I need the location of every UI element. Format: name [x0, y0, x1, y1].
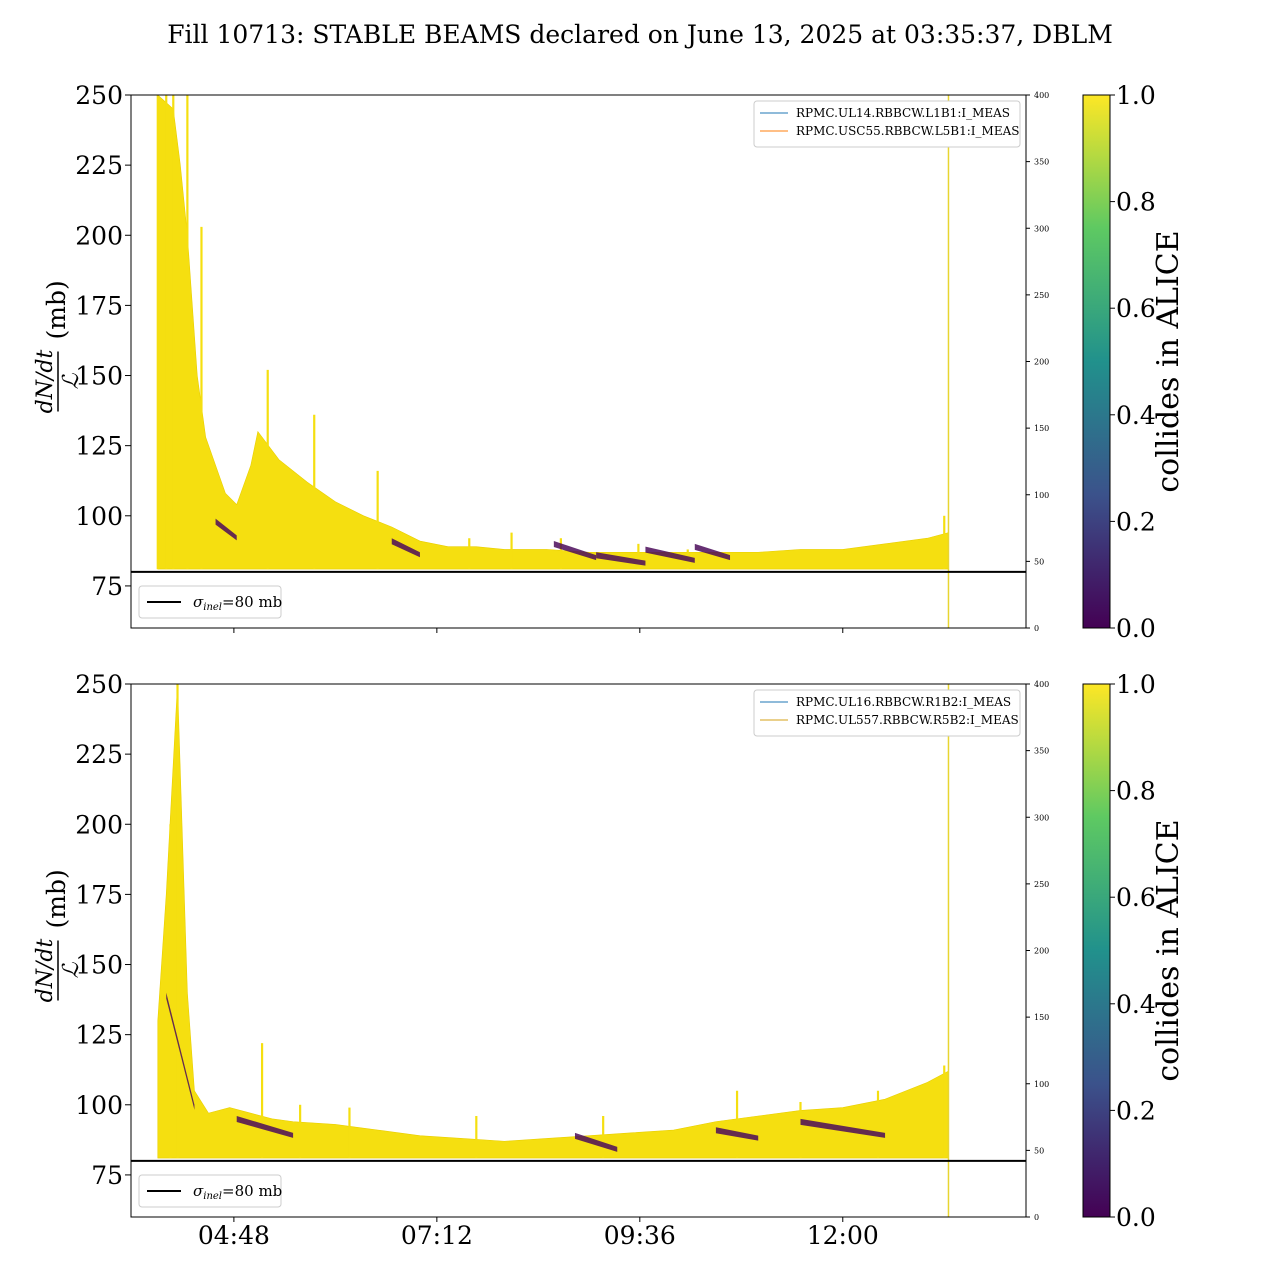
ylabel-denominator: ℒ: [59, 961, 84, 978]
colorbar: [1082, 94, 1111, 629]
colorbar-tick-label-4: 0.8: [1116, 188, 1156, 217]
dark-segment-0: [553, 541, 597, 561]
ytick-label-2: 125: [75, 432, 123, 461]
data-band: [157, 684, 949, 1159]
colorbar-tick-label-2: 0.4: [1116, 990, 1156, 1019]
y2tick-label-8: 400: [1034, 91, 1049, 100]
ytick-label-1: 100: [75, 502, 123, 531]
y2tick-label-5: 250: [1034, 291, 1049, 300]
colorbar-tick-label-3: 0.6: [1116, 883, 1156, 912]
colorbar-tick-label-2: 0.4: [1116, 401, 1156, 430]
reference-legend-label: σinel=80 mb: [193, 593, 282, 613]
dark-segment-3: [715, 1127, 759, 1141]
ylabel-unit: (mb): [42, 280, 71, 339]
y2tick-label-7: 350: [1034, 158, 1049, 167]
plot-area: [157, 684, 950, 1217]
ytick-label-5: 200: [75, 810, 123, 839]
data-band: [157, 95, 949, 570]
colorbar-tick-label-3: 0.6: [1116, 294, 1156, 323]
dark-segment-1: [236, 1116, 294, 1138]
y2tick-label-3: 150: [1034, 1013, 1049, 1022]
y-axis-label: dN/dt ℒ (mb): [33, 280, 84, 413]
ytick-label-7: 250: [75, 670, 123, 699]
dark-segment-0: [166, 992, 195, 1110]
dark-segment-2: [645, 546, 695, 563]
dark-segment-5: [391, 538, 420, 558]
plot-area: [156, 95, 950, 628]
xtick-label-2: 09:36: [604, 1221, 676, 1250]
dark-segment-1: [596, 552, 646, 566]
ytick-label-4: 175: [75, 880, 123, 909]
legend-label-1: RPMC.USC55.RBBCW.L5B1:I_MEAS: [796, 124, 1019, 138]
y2tick-label-0: 0: [1034, 1213, 1039, 1222]
y2tick-label-6: 300: [1034, 224, 1049, 233]
ytick-label-0: 75: [91, 572, 123, 601]
series-legend: [753, 689, 1021, 737]
xtick-label-0: 04:48: [198, 1221, 270, 1250]
dark-segment-4: [215, 518, 237, 541]
y2tick-label-4: 200: [1034, 947, 1049, 956]
colorbar-tick-label-5: 1.0: [1116, 670, 1156, 699]
colorbar-label: collides in ALICE: [1151, 819, 1186, 1081]
y2tick-label-1: 50: [1034, 557, 1044, 566]
y2tick-label-0: 0: [1034, 624, 1039, 633]
ylabel-denominator: ℒ: [59, 372, 84, 389]
y2tick-label-5: 250: [1034, 880, 1049, 889]
colorbar-tick-label-4: 0.8: [1116, 777, 1156, 806]
reference-legend-label: σinel=80 mb: [193, 1182, 282, 1202]
colorbar-tick-label-0: 0.0: [1116, 614, 1156, 643]
y2tick-label-1: 50: [1034, 1146, 1044, 1155]
top-panel: 75 100 125 150 175 200 225 250 0 50 100 150 200 250 30…: [33, 81, 1186, 643]
colorbar-tick-label-1: 0.2: [1116, 1096, 1156, 1125]
y2tick-label-6: 300: [1034, 813, 1049, 822]
ytick-label-4: 175: [75, 291, 123, 320]
y2tick-label-2: 100: [1034, 491, 1049, 500]
ytick-label-3: 150: [75, 362, 123, 391]
ylabel-unit: (mb): [42, 869, 71, 928]
ytick-label-6: 225: [75, 740, 123, 769]
legend-label-0: RPMC.UL16.RBBCW.R1B2:I_MEAS: [796, 695, 1011, 709]
colorbar: [1082, 683, 1111, 1218]
y2tick-label-4: 200: [1034, 358, 1049, 367]
ylabel-numerator: dN/dt: [33, 939, 58, 1003]
colorbar-tick-label-0: 0.0: [1116, 1203, 1156, 1232]
dark-segment-4: [800, 1118, 886, 1138]
dark-segment-2: [574, 1132, 618, 1152]
legend-label-1: RPMC.UL557.RBBCW.R5B2:I_MEAS: [796, 713, 1019, 727]
ytick-label-0: 75: [91, 1161, 123, 1190]
ytick-label-2: 125: [75, 1021, 123, 1050]
series-legend: [753, 100, 1021, 148]
xtick-label-1: 07:12: [401, 1221, 473, 1250]
legend-label-0: RPMC.UL14.RBBCW.L1B1:I_MEAS: [796, 106, 1010, 120]
ytick-label-1: 100: [75, 1091, 123, 1120]
reference-legend: [138, 585, 282, 619]
y2tick-label-8: 400: [1034, 680, 1049, 689]
ytick-label-6: 225: [75, 151, 123, 180]
ytick-label-3: 150: [75, 951, 123, 980]
colorbar-tick-label-5: 1.0: [1116, 81, 1156, 110]
xtick-label-3: 12:00: [807, 1221, 879, 1250]
dark-segment-3: [694, 543, 731, 561]
colorbar-tick-label-1: 0.2: [1116, 507, 1156, 536]
bottom-panel: 75 100 125 150 175 200 225 250 0 50 100 150 200 250 30…: [33, 670, 1186, 1250]
ytick-label-7: 250: [75, 81, 123, 110]
ylabel-numerator: dN/dt: [33, 350, 58, 414]
reference-legend: [138, 1174, 282, 1208]
figure-title: Fill 10713: STABLE BEAMS declared on Jun…: [167, 20, 1113, 49]
colorbar-label: collides in ALICE: [1151, 230, 1186, 492]
y2tick-label-3: 150: [1034, 424, 1049, 433]
ytick-label-5: 200: [75, 221, 123, 250]
y2tick-label-2: 100: [1034, 1080, 1049, 1089]
y2tick-label-7: 350: [1034, 747, 1049, 756]
y-axis-label: dN/dt ℒ (mb): [33, 869, 84, 1002]
